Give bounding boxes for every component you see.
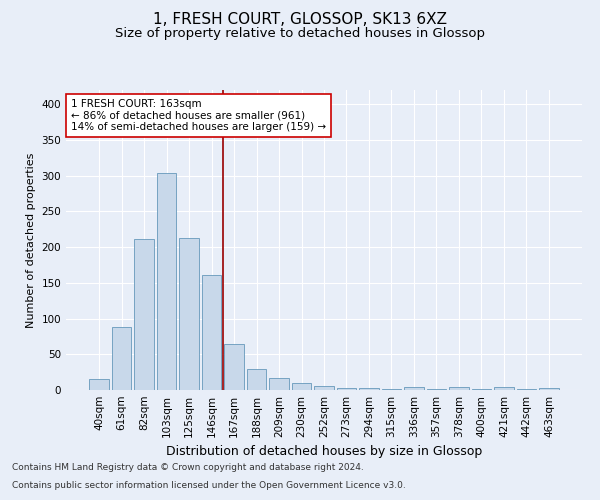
Bar	[247, 368, 266, 390]
Bar	[179, 238, 199, 390]
Text: Contains public sector information licensed under the Open Government Licence v3: Contains public sector information licen…	[12, 481, 406, 490]
Bar	[157, 173, 176, 390]
Bar	[359, 388, 379, 390]
Bar	[314, 386, 334, 390]
Text: Size of property relative to detached houses in Glossop: Size of property relative to detached ho…	[115, 28, 485, 40]
Bar	[224, 344, 244, 390]
Bar	[269, 378, 289, 390]
Bar	[404, 387, 424, 390]
Bar	[292, 383, 311, 390]
X-axis label: Distribution of detached houses by size in Glossop: Distribution of detached houses by size …	[166, 446, 482, 458]
Text: 1, FRESH COURT, GLOSSOP, SK13 6XZ: 1, FRESH COURT, GLOSSOP, SK13 6XZ	[153, 12, 447, 28]
Text: 1 FRESH COURT: 163sqm
← 86% of detached houses are smaller (961)
14% of semi-det: 1 FRESH COURT: 163sqm ← 86% of detached …	[71, 99, 326, 132]
Bar	[539, 388, 559, 390]
Bar	[89, 380, 109, 390]
Bar	[494, 387, 514, 390]
Y-axis label: Number of detached properties: Number of detached properties	[26, 152, 36, 328]
Bar	[202, 275, 221, 390]
Bar	[337, 388, 356, 390]
Bar	[134, 240, 154, 390]
Text: Contains HM Land Registry data © Crown copyright and database right 2024.: Contains HM Land Registry data © Crown c…	[12, 464, 364, 472]
Bar	[449, 387, 469, 390]
Bar	[112, 327, 131, 390]
